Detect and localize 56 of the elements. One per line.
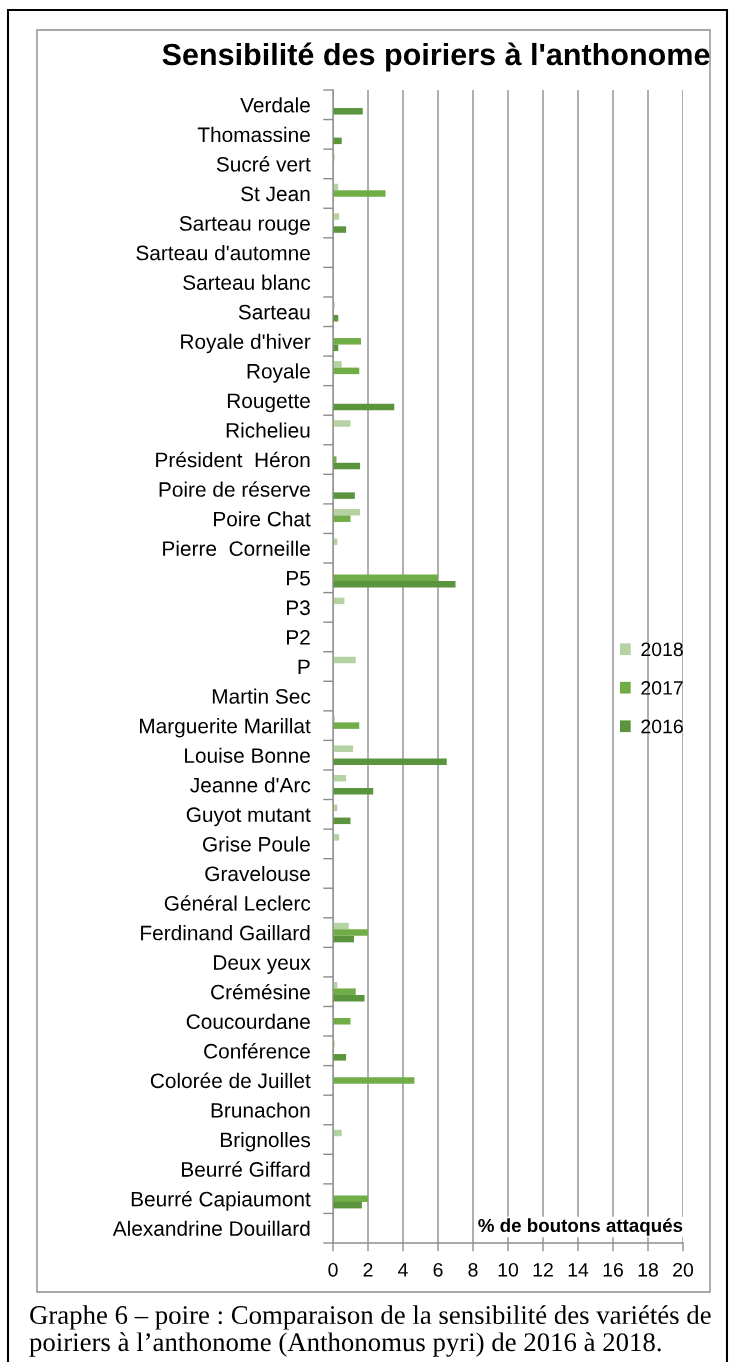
chart-title: Sensibilité des poiriers à l'anthonome	[162, 42, 710, 72]
y-tick-label: P5	[287, 571, 310, 586]
y-tick-label: Jeanne d'Arc	[190, 777, 311, 793]
y-tick-label: P3	[287, 600, 310, 616]
text: Graphe 6 – poire : Comparaison de la sensibilité des variétés de poiriers à l’anthonome (Anthonomus pyri) de 2016 à 2018.	[29, 1305, 711, 1357]
x-tick-label: 12	[533, 1262, 553, 1277]
y-tick-label: Sucré vert	[216, 156, 311, 172]
y-tick-label: Beurré Giffard	[182, 1161, 310, 1177]
y-tick-label: P2	[287, 629, 310, 645]
y-tick-label: Richelieu	[226, 422, 310, 438]
y-tick-label: Alexandrine Douillard	[112, 1220, 310, 1236]
legend-label: 2016	[641, 719, 683, 734]
x-tick-label: 18	[638, 1262, 658, 1277]
x-tick-label: 6	[433, 1262, 443, 1277]
x-tick-label: 14	[568, 1263, 589, 1277]
x-tick-label: 4	[398, 1263, 408, 1277]
y-tick-label: Beurré Capiaumont	[131, 1190, 311, 1211]
y-tick-label: Sarteau d'automne	[136, 245, 310, 261]
y-tick-label: Grise Poule	[202, 836, 310, 852]
legend-label: 2018	[641, 642, 683, 657]
y-tick-label: Gravelouse	[205, 865, 310, 882]
y-tick-label: Sarteau	[238, 304, 310, 320]
y-tick-label: St Jean	[241, 186, 310, 202]
y-tick-label: Deux yeux	[214, 955, 311, 975]
y-tick-label: Ferdinand Gaillard	[141, 925, 310, 941]
y-tick-label: Royale	[247, 363, 310, 383]
x-axis-title: % de boutons attaqués	[478, 1218, 683, 1236]
y-tick-label: Poire de réserve	[159, 481, 310, 497]
y-tick-label: Verdale	[240, 97, 310, 113]
y-tick-label: Brignolles	[221, 1131, 311, 1152]
y-tick-label: Général Leclerc	[164, 895, 311, 911]
y-tick-label: Poire Chat	[214, 511, 311, 527]
y-tick-label: P	[298, 659, 310, 675]
y-tick-label: Guyot mutant	[186, 807, 311, 827]
y-tick-label: Président Héron	[156, 451, 310, 468]
y-tick-label: Marguerite Marillat	[139, 718, 311, 738]
x-tick-label: 2	[363, 1262, 373, 1277]
legend-label: 2017	[641, 681, 683, 695]
y-tick-label: Royale d'hiver	[181, 333, 311, 354]
y-tick-label: Rougette	[227, 393, 310, 413]
y-tick-label: Conférence	[204, 1043, 310, 1059]
x-tick-label: 20	[673, 1262, 694, 1277]
y-tick-label: Colorée de Juillet	[150, 1072, 311, 1089]
y-tick-label: Louise Bonne	[185, 747, 310, 763]
y-tick-label: Sarteau blanc	[183, 274, 311, 290]
x-tick-label: 0	[328, 1262, 338, 1277]
y-tick-label: Crémésine	[211, 983, 310, 1000]
y-tick-label: Thomassine	[197, 126, 310, 143]
x-tick-label: 10	[498, 1262, 519, 1277]
y-tick-label: Brunachon	[211, 1102, 310, 1118]
y-tick-label: Coucourdane	[186, 1013, 310, 1030]
y-tick-label: Pierre Corneille	[163, 540, 310, 556]
y-tick-label: Sarteau rouge	[179, 216, 310, 235]
x-tick-label: 8	[468, 1262, 478, 1277]
x-tick-label: 16	[603, 1262, 623, 1277]
y-tick-label: Martin Sec	[212, 688, 311, 704]
